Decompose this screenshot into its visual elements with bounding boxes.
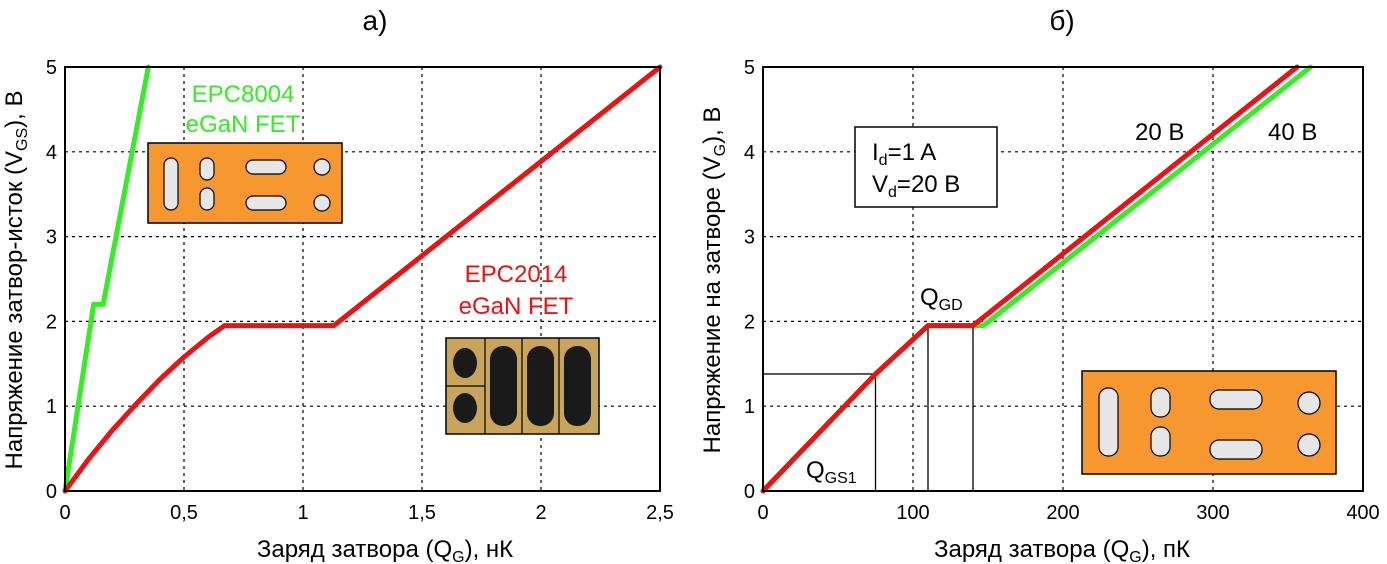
chart-b-xtick-label: 100 <box>896 502 929 524</box>
chart-b-ytick-label: 5 <box>744 57 755 79</box>
chart-b-frame <box>762 66 1364 492</box>
chart-a-xtick-label: 2 <box>535 502 546 524</box>
chart-b-xtick-label: 0 <box>757 502 768 524</box>
epc8004-package-icon <box>147 142 343 224</box>
chart-b-ytick-label: 3 <box>744 227 755 249</box>
series-20v-label: 20 В <box>1135 119 1184 146</box>
chart-a-ytick-label: 1 <box>46 396 57 418</box>
qgd-label: QGD <box>920 284 963 314</box>
chart-b-panel-label: б) <box>1049 5 1074 36</box>
series-40v-label: 40 В <box>1268 119 1317 146</box>
chart-b-series-line-1 <box>760 64 1300 494</box>
chart-b: б) 0 100 200 300 400 0 1 2 3 4 5 Id=1 A Vd=20 В 20… <box>699 5 1380 564</box>
chart-a-xtick-label: 0 <box>59 502 70 524</box>
epc2014-label-line2: eGaN FET <box>459 293 574 320</box>
chart-a-xlabel: Заряд затвора (QG), нК <box>257 536 513 564</box>
chart-a-xtick-label: 1 <box>297 502 308 524</box>
qgs1-label: QGS1 <box>806 457 857 487</box>
chart-a-ytick-label: 5 <box>46 57 57 79</box>
chart-a-panel-label: а) <box>363 5 388 36</box>
chart-a-frame <box>64 66 661 492</box>
chart-b-ytick-label: 0 <box>744 481 755 503</box>
chart-a-ytick-label: 3 <box>46 227 57 249</box>
chart-b-xtick-label: 200 <box>1046 502 1079 524</box>
chart-b-xlabel: Заряд затвора (QG), пК <box>934 536 1190 564</box>
chart-a-xtick-label: 2,5 <box>646 502 674 524</box>
chart-b-ytick-label: 1 <box>744 396 755 418</box>
chart-a-ytick-label: 4 <box>46 142 57 164</box>
chart-b-xtick-label: 400 <box>1346 502 1379 524</box>
chart-b-ylabel: Напряжение на затворе (VG), В <box>699 107 729 454</box>
condition-id: Id=1 A <box>872 139 936 169</box>
epc8004-package-icon-b <box>1081 370 1337 475</box>
chart-a-series <box>62 64 663 494</box>
chart-b-series <box>760 64 1313 494</box>
epc8004-label-line2: eGaN FET <box>186 111 301 138</box>
chart-a-ytick-label: 2 <box>46 311 57 333</box>
chart-a-series-line-0 <box>62 64 151 494</box>
epc8004-label-line1: EPC8004 <box>192 81 295 108</box>
chart-b-xtick-label: 300 <box>1196 502 1229 524</box>
epc2014-package-icon <box>445 337 600 435</box>
chart-a-ylabel: Напряжение затвор-исток (VGS), В <box>1 91 31 470</box>
chart-b-ytick-label: 2 <box>744 311 755 333</box>
chart-a-xtick-label: 0,5 <box>170 502 198 524</box>
chart-a-ticks: 0 0,5 1 1,5 2 2,5 0 1 2 3 4 5 <box>46 57 674 524</box>
chart-b-ticks: 0 100 200 300 400 0 1 2 3 4 5 <box>744 57 1380 524</box>
chart-a-ytick-label: 0 <box>46 481 57 503</box>
chart-b-ytick-label: 4 <box>744 142 755 164</box>
chart-a: а) 0 0,5 1 1,5 2 2,5 0 1 2 3 4 5 <box>1 5 674 564</box>
qgd-box <box>927 324 974 492</box>
chart-a-xtick-label: 1,5 <box>408 502 436 524</box>
chart-b-qgs-qgd-boxes <box>762 324 974 492</box>
condition-vd: Vd=20 В <box>872 171 960 201</box>
test-conditions-box: Id=1 A Vd=20 В <box>854 126 998 208</box>
chart-a-series-line-1 <box>62 64 663 494</box>
epc2014-label-line1: EPC2014 <box>465 261 568 288</box>
